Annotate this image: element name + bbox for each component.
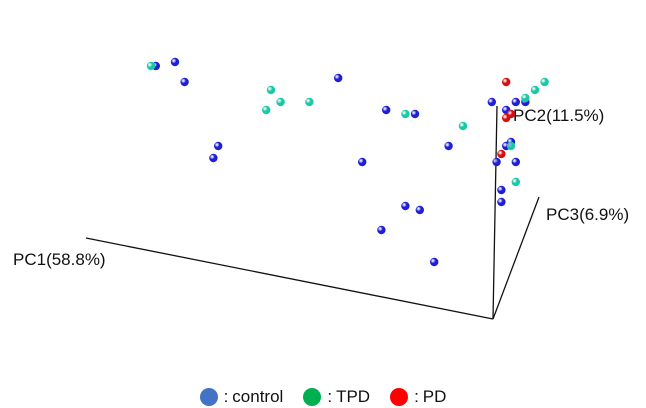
legend-item-tpd: : TPD [303,387,370,407]
legend: : control : TPD : PD [0,386,646,408]
legend-separator: : [223,387,229,406]
point-control-20 [401,201,410,211]
point-pd-1 [502,77,511,87]
point-control-22 [377,225,386,235]
point-control-8 [382,105,391,115]
legend-label-pd: PD [422,387,447,406]
pc2-axis-label: PC2(11.5%) [513,106,604,125]
legend-swatch-pd [390,388,409,406]
point-control-16 [511,157,520,167]
legend-item-pd: : PD [390,387,446,407]
point-control-24 [497,197,506,207]
pc1-axis-label: PC1(58.8%) [13,250,106,269]
point-control-10 [444,141,453,151]
point-control-7 [358,157,367,167]
point-control-21 [415,205,424,215]
pc3-axis-line [492,196,540,320]
legend-label-tpd: TPD [336,387,371,406]
legend-swatch-tpd [303,388,322,406]
point-tpd-10 [540,77,549,87]
point-tpd-7 [458,121,468,131]
point-tpd-3 [276,97,285,107]
point-tpd-1 [146,61,156,71]
point-tpd-2 [266,85,276,95]
legend-separator: : [327,387,333,406]
point-control-4 [214,141,223,151]
point-tpd-9 [530,85,540,95]
point-pd-4 [497,149,506,159]
point-tpd-4 [305,97,314,107]
point-control-5 [209,153,218,163]
pc1-axis-line [85,237,494,320]
data-points [146,57,549,267]
point-tpd-8 [521,93,530,103]
legend-item-control: : control [199,387,284,407]
point-control-23 [430,257,439,267]
axes: PC1(58.8%) PC2(11.5%) PC3(6.9%) [13,105,629,320]
point-tpd-11 [506,141,516,151]
legend-separator: : [414,387,419,406]
point-tpd-6 [401,109,410,119]
point-control-2 [170,57,180,67]
point-tpd-12 [511,177,520,187]
point-control-18 [511,97,520,107]
point-pd-3 [506,109,516,119]
point-control-3 [180,77,189,87]
point-control-11 [487,97,496,107]
point-control-17 [497,185,506,195]
point-tpd-5 [262,105,271,115]
point-control-13 [492,157,501,167]
legend-swatch-control [199,388,218,406]
legend-label-control: control [232,387,284,406]
pc2-axis-line [492,105,498,320]
point-control-9 [410,109,420,119]
pc3-axis-label: PC3(6.9%) [546,205,629,224]
point-control-6 [334,73,343,83]
